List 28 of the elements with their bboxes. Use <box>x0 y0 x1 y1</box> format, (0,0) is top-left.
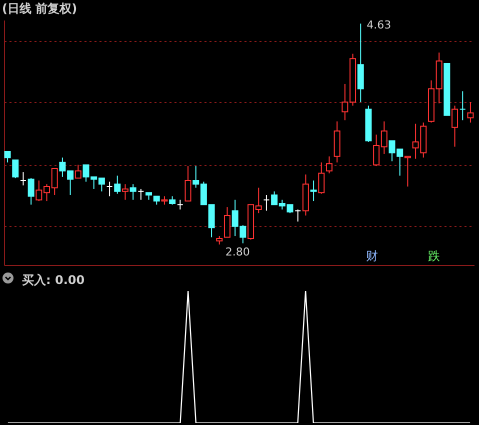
candlestick <box>184 166 192 202</box>
candlestick <box>467 102 474 124</box>
candlestick <box>459 90 466 121</box>
candlestick <box>20 172 26 186</box>
chart-title: (日线 前复权) <box>2 2 78 16</box>
candlestick <box>294 208 302 222</box>
candlestick <box>310 180 317 202</box>
candlestick <box>28 178 34 206</box>
annotation: 2.80 <box>225 245 250 258</box>
candlestick <box>326 156 332 174</box>
candlestick <box>122 184 128 200</box>
candlestick <box>263 194 270 212</box>
candlestick <box>404 156 411 188</box>
candlestick <box>176 199 184 210</box>
candlestick <box>452 105 458 148</box>
candlestick <box>130 184 136 200</box>
candlestick <box>224 206 230 238</box>
annotation: 财 <box>366 249 378 263</box>
candlestick <box>12 160 19 179</box>
annotation: 4.63 <box>366 18 392 32</box>
candlestick <box>74 164 82 179</box>
annotation: 跌 <box>428 249 440 263</box>
candlestick <box>4 151 11 163</box>
chart-title: 买入: 0.00 <box>22 273 85 287</box>
candlestick <box>138 188 144 200</box>
candlestick <box>318 162 325 194</box>
candlestick <box>114 175 121 194</box>
candlestick <box>106 181 113 197</box>
